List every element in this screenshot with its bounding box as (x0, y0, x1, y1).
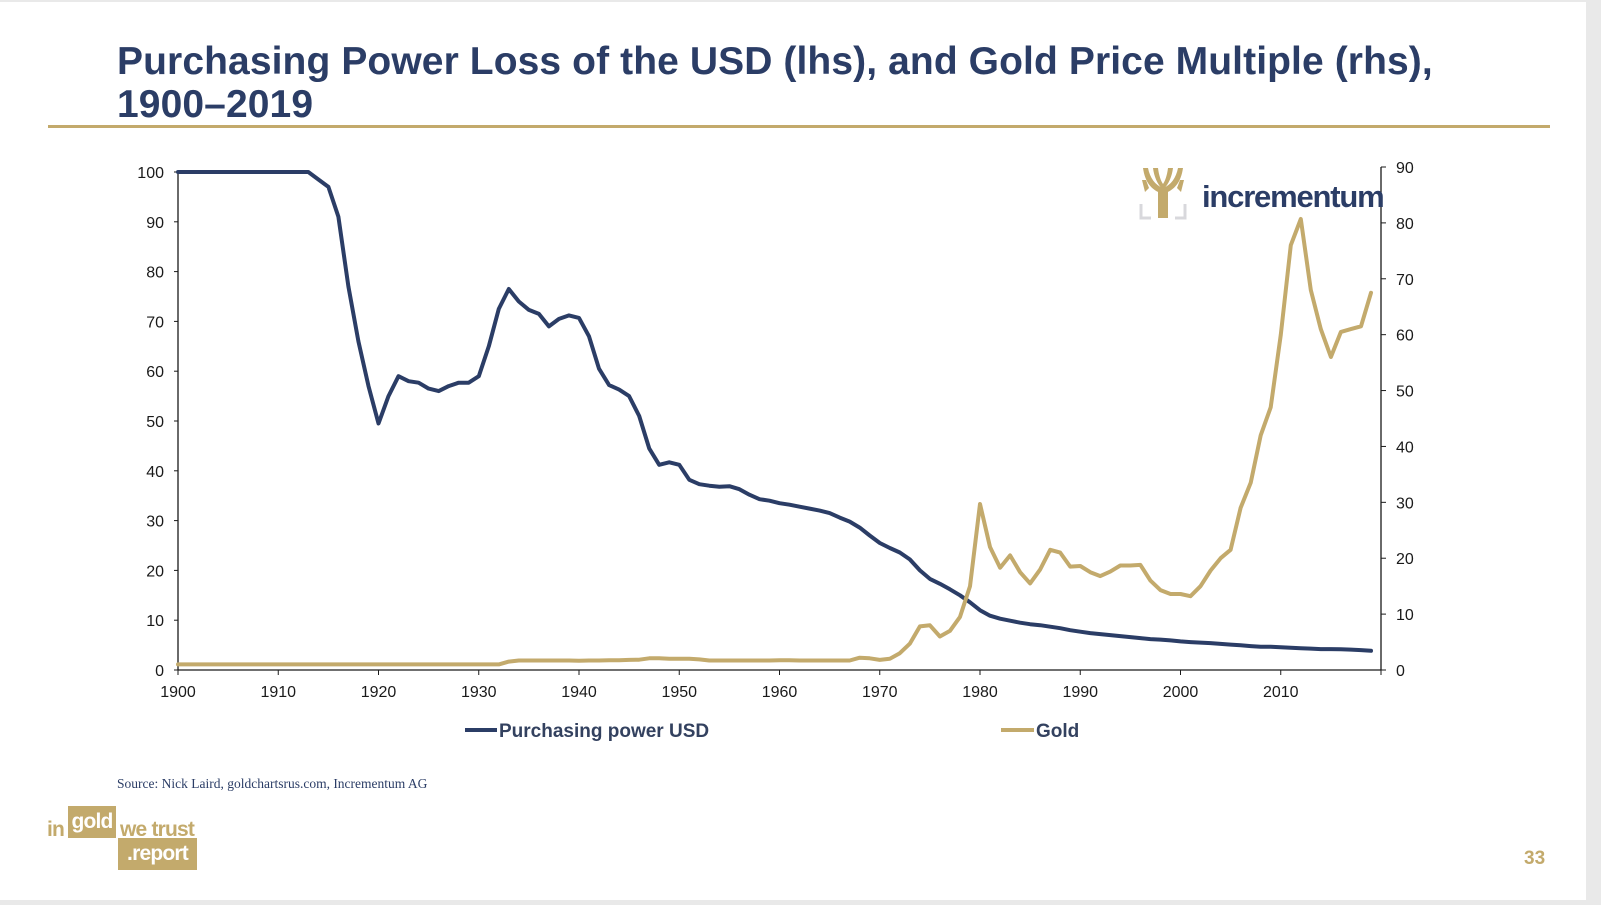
y-right-tick-label: 20 (1396, 551, 1414, 568)
series-line-gold (176, 217, 1373, 667)
x-tick-label: 1970 (862, 684, 898, 701)
y-left-tick-label: 50 (146, 414, 164, 431)
y-left-tick-label: 90 (146, 215, 164, 232)
y-right-tick-label: 10 (1396, 607, 1414, 624)
y-right-tick-label: 90 (1396, 160, 1414, 177)
tree-icon (1139, 168, 1187, 220)
series-purchasing-power-usd (176, 170, 1373, 653)
slide-title: Purchasing Power Loss of the USD (lhs), … (117, 40, 1433, 126)
y-right-tick-label: 80 (1396, 216, 1414, 233)
y-left-tick-label: 0 (155, 663, 164, 680)
brand-word-in: in (47, 818, 65, 841)
series-gold (176, 217, 1373, 667)
chart-axes: 0 10 20 30 40 50 60 70 80 90 100 0 10 20 30 40 50 60 70 80 9… (137, 160, 1414, 701)
y-right-tick-label: 60 (1396, 328, 1414, 345)
chart-series (176, 170, 1373, 667)
y-left-tick-label: 20 (146, 563, 164, 580)
y-right-tick-label: 50 (1396, 384, 1414, 401)
legend-label-gold: Gold (1036, 721, 1079, 742)
x-tick-label: 1980 (962, 684, 998, 701)
legend-label-purchasing-power: Purchasing power USD (499, 721, 709, 742)
brand-word-report: .report (118, 838, 197, 870)
x-tick-label: 1910 (260, 684, 296, 701)
x-tick-label: 1920 (361, 684, 397, 701)
y-right-tick-label: 30 (1396, 495, 1414, 512)
chart-legend: Purchasing power USD Gold (465, 721, 1079, 742)
title-divider (48, 125, 1550, 128)
incrementum-logo: incrementum (1139, 168, 1385, 220)
x-tick-label: 1950 (661, 684, 697, 701)
source-note: Source: Nick Laird, goldchartsrus.com, I… (117, 776, 428, 791)
page-number: 33 (1524, 848, 1546, 869)
brand-word-gold: gold (68, 806, 116, 838)
brand-word-we-trust: we trust (120, 818, 195, 841)
incrementum-wordmark: incrementum (1202, 179, 1383, 214)
y-left-tick-label: 40 (146, 464, 164, 481)
y-right-tick-label: 40 (1396, 439, 1414, 456)
x-tick-label: 1990 (1062, 684, 1098, 701)
y-left-tick-label: 60 (146, 364, 164, 381)
x-tick-label: 1900 (160, 684, 196, 701)
in-gold-we-trust-logo: in gold we trust .report (47, 806, 217, 880)
x-tick-label: 1940 (561, 684, 597, 701)
y-left-tick-label: 80 (146, 265, 164, 282)
y-left-tick-label: 30 (146, 514, 164, 531)
y-right-tick-label: 70 (1396, 272, 1414, 289)
y-left-tick-label: 70 (146, 314, 164, 331)
y-left-tick-label: 100 (137, 165, 164, 182)
x-tick-label: 1930 (461, 684, 497, 701)
y-left-tick-label: 10 (146, 613, 164, 630)
x-tick-label: 2010 (1263, 684, 1299, 701)
x-tick-label: 2000 (1163, 684, 1199, 701)
y-right-tick-label: 0 (1396, 663, 1405, 680)
series-line-purchasing-power-usd (176, 170, 1373, 653)
x-tick-label: 1960 (762, 684, 798, 701)
